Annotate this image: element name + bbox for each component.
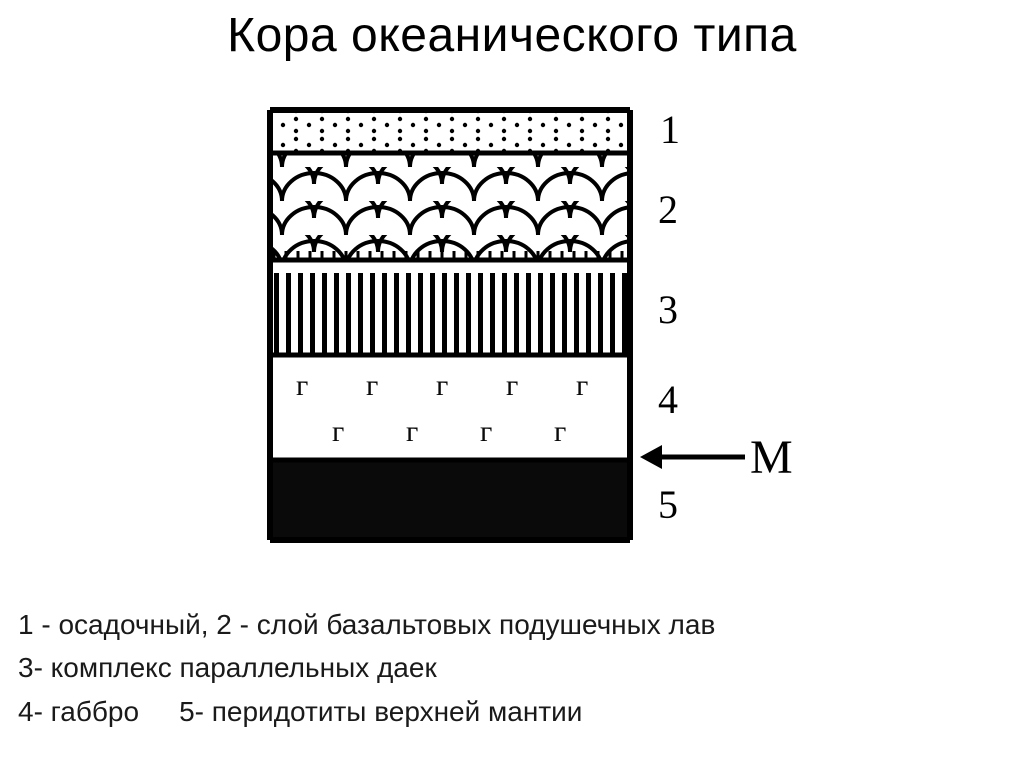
svg-text:г: г — [506, 369, 518, 402]
slide-root: Кора океанического типа — [0, 0, 1024, 767]
svg-text:г: г — [480, 415, 492, 448]
layer-pillow-basalt — [270, 153, 630, 260]
legend-line-3: 4- габбро 5- перидотиты верхней мантии — [18, 690, 1008, 733]
svg-text:г: г — [296, 369, 308, 402]
legend-line-2: 3- комплекс параллельных даек — [18, 646, 1008, 689]
layer-label-5: 5 — [658, 482, 678, 527]
legend-3a: 4- габбро — [18, 696, 139, 727]
moho-arrow — [640, 445, 745, 469]
layer-sedimentary — [270, 110, 630, 153]
svg-text:г: г — [332, 415, 344, 448]
legend-3b: 5- перидотиты верхней мантии — [179, 696, 582, 727]
svg-text:г: г — [406, 415, 418, 448]
layer-gabbro: г г г г г г г г г — [270, 355, 630, 460]
layer-label-2: 2 — [658, 187, 678, 232]
layer-label-3: 3 — [658, 287, 678, 332]
svg-text:г: г — [554, 415, 566, 448]
svg-text:г: г — [436, 369, 448, 402]
legend: 1 - осадочный, 2 - слой базальтовых поду… — [18, 603, 1008, 733]
svg-text:г: г — [576, 369, 588, 402]
layer-label-4: 4 — [658, 377, 678, 422]
layer-label-1: 1 — [660, 107, 680, 152]
layer-dyke-complex — [270, 260, 630, 355]
page-title: Кора океанического типа — [0, 8, 1024, 63]
svg-text:г: г — [366, 369, 378, 402]
layer-peridotite — [270, 460, 630, 540]
moho-label: M — [750, 431, 793, 484]
layers-svg: г г г г г г г г г — [250, 95, 810, 565]
legend-line-1: 1 - осадочный, 2 - слой базальтовых поду… — [18, 603, 1008, 646]
diagram: г г г г г г г г г — [250, 95, 810, 565]
